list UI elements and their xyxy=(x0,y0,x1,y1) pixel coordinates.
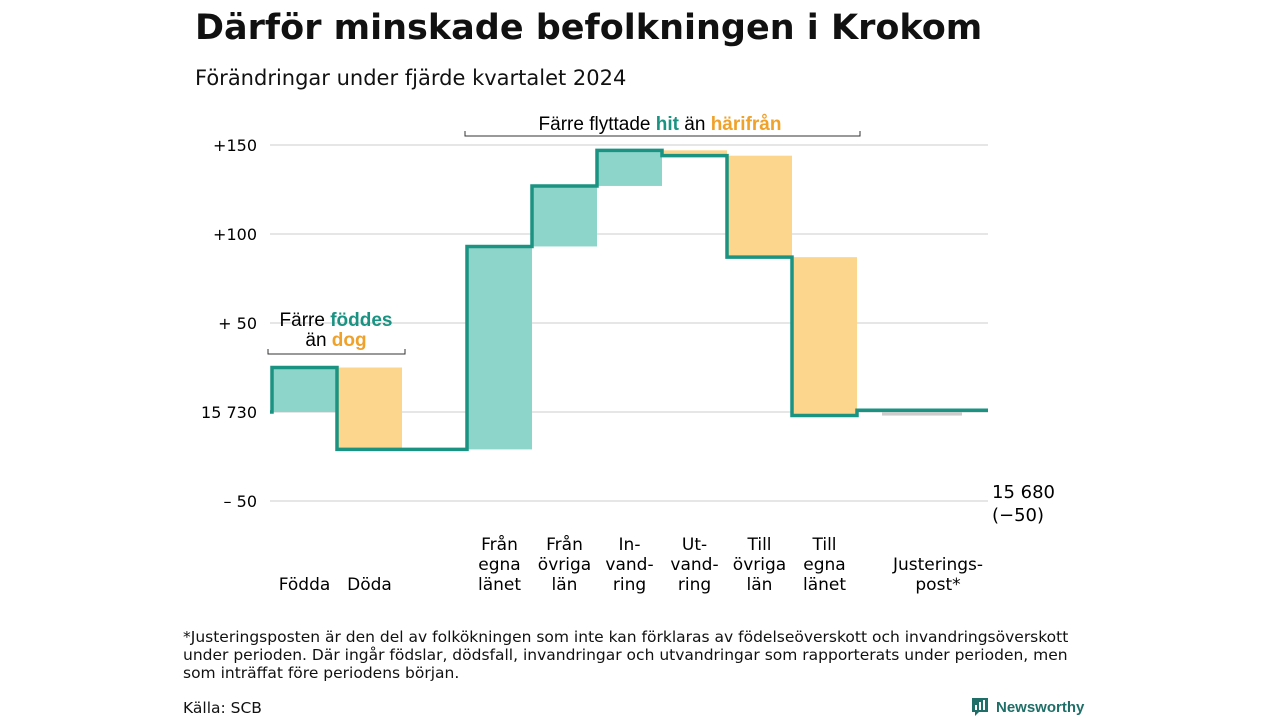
x-tick-label: län xyxy=(552,575,578,595)
y-tick-label: 15 730 xyxy=(201,403,257,422)
births-bracket xyxy=(267,349,406,355)
cumulative-line xyxy=(270,148,988,452)
chart-subtitle: Förändringar under fjärde kvartalet 2024 xyxy=(195,66,627,90)
migration-bracket xyxy=(464,131,861,137)
x-tick-label: egna xyxy=(803,555,845,575)
x-tick-label: ring xyxy=(678,575,711,595)
x-tick-label: ring xyxy=(613,575,646,595)
y-tick-label: +150 xyxy=(213,136,257,155)
brand-name: Newsworthy xyxy=(996,698,1085,716)
end-change: (−50) xyxy=(992,505,1044,526)
brand-logo: Newsworthy xyxy=(970,696,1084,718)
x-tick-label: länet xyxy=(803,575,846,595)
bar-increase xyxy=(467,246,532,450)
x-tick-label: In- xyxy=(619,535,641,555)
migration-annotation-text: Färre flyttade hit än härifrån xyxy=(539,114,782,135)
chart-title: Därför minskade befolkningen i Krokom xyxy=(195,8,983,48)
x-tick-label: Ut- xyxy=(682,535,707,555)
x-tick-label: Från xyxy=(481,534,518,555)
x-tick-label: egna xyxy=(478,555,520,575)
bar-increase xyxy=(532,185,597,247)
x-tick-label: länet xyxy=(478,575,521,595)
bar-decrease xyxy=(792,257,857,416)
footnote: *Justeringsposten är den del av folkökni… xyxy=(183,628,1069,682)
bar-decrease xyxy=(662,150,727,156)
bar-decrease xyxy=(727,155,792,258)
x-tick-label: vand- xyxy=(605,555,653,575)
x-tick-label: övriga xyxy=(538,555,591,575)
source-credit: Källa: SCB xyxy=(183,699,262,717)
end-value: 15 680 xyxy=(992,482,1055,503)
bar-decrease xyxy=(337,367,402,450)
x-tick-label: län xyxy=(747,575,773,595)
births-annotation: Färre föddes än dog xyxy=(267,310,406,355)
y-tick-label: +100 xyxy=(213,225,257,244)
x-tick-label: Till xyxy=(746,535,771,555)
bar-increase xyxy=(597,150,662,186)
x-tick-label: Till xyxy=(811,535,836,555)
bars xyxy=(272,150,962,450)
bar-increase xyxy=(272,367,337,412)
x-tick-label: övriga xyxy=(733,555,786,575)
births-annotation-line2: än dog xyxy=(305,330,366,351)
x-tick-label: Födda xyxy=(279,575,331,595)
x-tick-label: Döda xyxy=(347,575,392,595)
y-tick-label: + 50 xyxy=(218,314,257,333)
y-tick-label: – 50 xyxy=(224,492,257,511)
bar-adjustment xyxy=(882,410,962,416)
x-axis-labels: Födda DödaFrånegnalänetFrånövrigalänIn-va… xyxy=(279,534,983,595)
migration-annotation: Färre flyttade hit än härifrån xyxy=(464,114,861,137)
x-tick-label: post* xyxy=(915,575,960,595)
x-tick-label: Från xyxy=(546,534,583,555)
x-tick-label: vand- xyxy=(670,555,718,575)
cumulative-step-line xyxy=(270,148,988,452)
births-annotation-line1: Färre föddes xyxy=(280,310,393,331)
x-tick-label: Justerings- xyxy=(892,555,983,575)
newsworthy-logo-icon xyxy=(972,698,988,716)
end-value-label: 15 680 (−50) xyxy=(992,482,1055,526)
y-axis-ticks: +150 +100 + 50 15 730 – 50 xyxy=(201,136,257,511)
